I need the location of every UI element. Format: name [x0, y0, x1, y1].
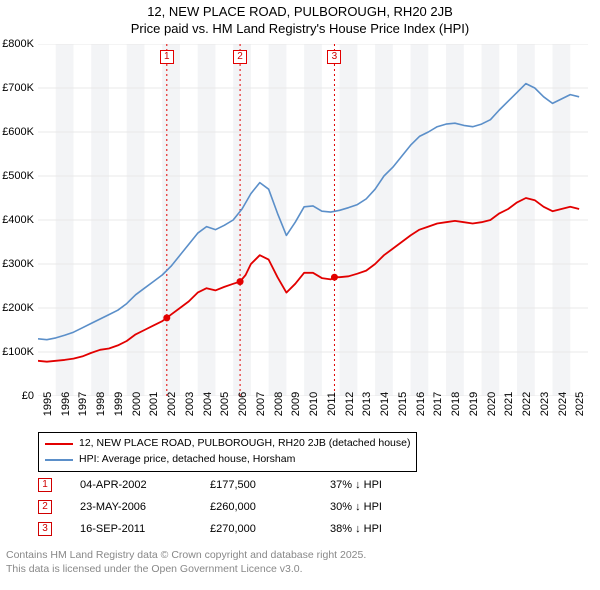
footer-line-1: Contains HM Land Registry data © Crown c… [6, 548, 366, 562]
x-axis-label: 2008 [273, 392, 285, 416]
x-axis-label: 1996 [60, 392, 72, 416]
legend-item: HPI: Average price, detached house, Hors… [45, 452, 410, 468]
chart-title-block: 12, NEW PLACE ROAD, PULBOROUGH, RH20 2JB… [0, 0, 600, 38]
transaction-row: 2 23-MAY-2006£260,00030% ↓ HPI [38, 496, 430, 518]
x-axis-label: 2001 [148, 392, 160, 416]
transaction-marker: 1 [160, 50, 174, 64]
transaction-diff: 30% ↓ HPI [330, 501, 430, 513]
x-axis-label: 2018 [450, 392, 462, 416]
transaction-marker-ref: 3 [38, 522, 52, 536]
transaction-date: 16-SEP-2011 [80, 523, 210, 535]
chart-area: £0£100K£200K£300K£400K£500K£600K£700K£80… [38, 44, 588, 396]
x-axis-label: 2025 [574, 392, 586, 416]
transaction-marker: 3 [327, 50, 341, 64]
transaction-marker-ref: 2 [38, 500, 52, 514]
x-axis-label: 2005 [219, 392, 231, 416]
transaction-row: 3 16-SEP-2011£270,00038% ↓ HPI [38, 518, 430, 540]
y-axis-label: £400K [2, 214, 34, 226]
footer-attribution: Contains HM Land Registry data © Crown c… [6, 548, 366, 576]
transaction-diff: 37% ↓ HPI [330, 479, 430, 491]
legend: 12, NEW PLACE ROAD, PULBOROUGH, RH20 2JB… [38, 432, 417, 472]
transaction-marker: 2 [233, 50, 247, 64]
transaction-date: 23-MAY-2006 [80, 501, 210, 513]
footer-line-2: This data is licensed under the Open Gov… [6, 562, 366, 576]
transaction-diff: 38% ↓ HPI [330, 523, 430, 535]
x-axis-label: 2023 [539, 392, 551, 416]
x-axis-label: 2010 [308, 392, 320, 416]
chart-svg [38, 44, 588, 396]
x-axis-label: 2012 [344, 392, 356, 416]
title-address: 12, NEW PLACE ROAD, PULBOROUGH, RH20 2JB [0, 4, 600, 21]
x-axis-label: 2013 [361, 392, 373, 416]
transactions-table: 1 04-APR-2002£177,50037% ↓ HPI 2 23-MAY-200… [38, 474, 430, 540]
x-axis-label: 2009 [290, 392, 302, 416]
y-axis-label: £0 [22, 390, 34, 402]
transaction-price: £260,000 [210, 501, 330, 513]
y-axis-label: £100K [2, 346, 34, 358]
x-axis-label: 2002 [166, 392, 178, 416]
legend-item: 12, NEW PLACE ROAD, PULBOROUGH, RH20 2JB… [45, 436, 410, 452]
x-axis-label: 2015 [397, 392, 409, 416]
transaction-marker-ref: 1 [38, 478, 52, 492]
transaction-date: 04-APR-2002 [80, 479, 210, 491]
y-axis-label: £500K [2, 170, 34, 182]
legend-swatch [45, 459, 73, 461]
y-axis-label: £300K [2, 258, 34, 270]
y-axis-label: £600K [2, 126, 34, 138]
y-axis-label: £200K [2, 302, 34, 314]
x-axis-label: 2007 [255, 392, 267, 416]
x-axis-label: 2014 [379, 392, 391, 416]
x-axis-label: 2017 [432, 392, 444, 416]
x-axis-label: 1995 [42, 392, 54, 416]
legend-label: HPI: Average price, detached house, Hors… [79, 452, 295, 468]
x-axis-label: 2003 [184, 392, 196, 416]
transaction-price: £177,500 [210, 479, 330, 491]
x-axis-label: 2021 [503, 392, 515, 416]
x-axis-label: 2022 [521, 392, 533, 416]
x-axis-label: 2016 [415, 392, 427, 416]
y-axis-label: £700K [2, 82, 34, 94]
y-axis-label: £800K [2, 38, 34, 50]
legend-swatch [45, 443, 73, 445]
x-axis-label: 2011 [326, 392, 338, 416]
x-axis-label: 2020 [486, 392, 498, 416]
legend-label: 12, NEW PLACE ROAD, PULBOROUGH, RH20 2JB… [79, 436, 410, 452]
x-axis-label: 2024 [557, 392, 569, 416]
transaction-price: £270,000 [210, 523, 330, 535]
x-axis-label: 2019 [468, 392, 480, 416]
transaction-row: 1 04-APR-2002£177,50037% ↓ HPI [38, 474, 430, 496]
x-axis-label: 2000 [131, 392, 143, 416]
x-axis-label: 2006 [237, 392, 249, 416]
x-axis-label: 1999 [113, 392, 125, 416]
x-axis-label: 1998 [95, 392, 107, 416]
x-axis-label: 1997 [77, 392, 89, 416]
x-axis-label: 2004 [202, 392, 214, 416]
title-subtitle: Price paid vs. HM Land Registry's House … [0, 21, 600, 38]
